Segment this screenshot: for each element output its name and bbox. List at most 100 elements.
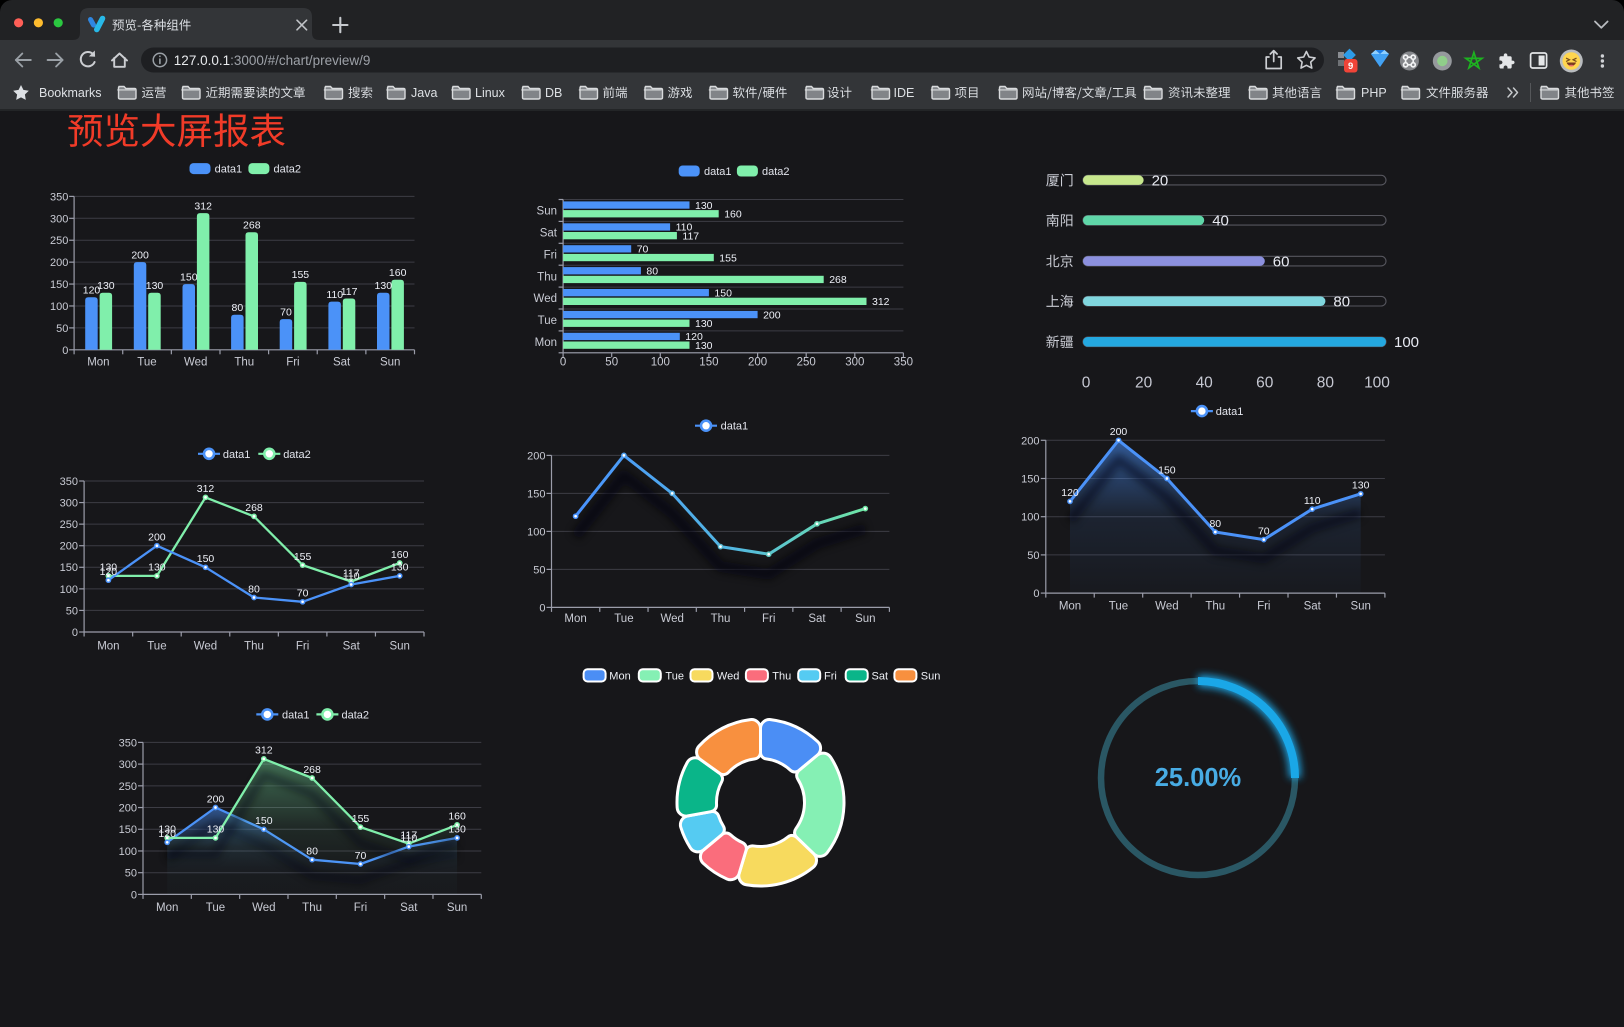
svg-text:300: 300: [60, 498, 78, 510]
svg-text:150: 150: [527, 488, 545, 500]
svg-text:Sun: Sun: [855, 613, 875, 625]
svg-text:130: 130: [1352, 480, 1370, 492]
svg-text:155: 155: [294, 551, 312, 563]
svg-text:DB: DB: [545, 86, 562, 100]
svg-text:200: 200: [148, 532, 166, 544]
svg-text:150: 150: [60, 562, 78, 574]
svg-text:0: 0: [62, 345, 68, 357]
svg-text:80: 80: [646, 266, 658, 278]
svg-text:200: 200: [748, 357, 767, 369]
svg-text:312: 312: [255, 745, 273, 757]
svg-text:312: 312: [872, 296, 890, 308]
svg-text:120: 120: [1061, 487, 1079, 499]
svg-text:70: 70: [280, 306, 292, 318]
svg-text:Fri: Fri: [824, 670, 837, 682]
svg-text:110: 110: [400, 832, 417, 844]
svg-text:Sun: Sun: [921, 670, 941, 682]
svg-text:data1: data1: [223, 449, 251, 461]
svg-text:Sat: Sat: [872, 670, 889, 682]
svg-text:312: 312: [197, 483, 215, 495]
svg-text:200: 200: [60, 541, 78, 553]
svg-text:data1: data1: [282, 709, 310, 721]
svg-text:130: 130: [207, 824, 225, 836]
svg-text:268: 268: [243, 220, 261, 232]
svg-text:100: 100: [1394, 334, 1419, 351]
svg-text:Fri: Fri: [762, 613, 775, 625]
svg-text:150: 150: [180, 271, 198, 283]
svg-text:120: 120: [685, 331, 703, 343]
svg-text:Fri: Fri: [1257, 601, 1270, 613]
svg-text:Mon: Mon: [156, 902, 178, 914]
svg-text:155: 155: [352, 813, 370, 825]
svg-text:80: 80: [1333, 294, 1350, 311]
svg-text:160: 160: [448, 811, 466, 823]
svg-text:Java: Java: [411, 86, 437, 100]
svg-text:100: 100: [1364, 375, 1390, 392]
svg-text:Wed: Wed: [660, 613, 683, 625]
svg-text:data2: data2: [342, 709, 370, 721]
svg-text:150: 150: [119, 824, 137, 836]
svg-text:Mon: Mon: [609, 670, 630, 682]
svg-text:100: 100: [60, 584, 78, 596]
svg-text:PHP: PHP: [1361, 86, 1387, 100]
svg-text:130: 130: [695, 318, 713, 330]
svg-text:Wed: Wed: [194, 641, 217, 653]
svg-text:268: 268: [245, 502, 263, 514]
svg-text:155: 155: [292, 269, 310, 281]
svg-text:Tue: Tue: [665, 670, 684, 682]
svg-text:40: 40: [1196, 375, 1214, 392]
svg-text:110: 110: [676, 222, 693, 234]
svg-text:200: 200: [763, 309, 781, 321]
svg-text:100: 100: [1021, 512, 1039, 524]
svg-text:50: 50: [66, 605, 78, 617]
svg-text:80: 80: [1317, 375, 1335, 392]
svg-text:130: 130: [100, 562, 118, 574]
svg-text:120: 120: [83, 285, 101, 297]
svg-text:200: 200: [527, 450, 545, 462]
svg-text:110: 110: [326, 289, 343, 301]
svg-text:130: 130: [695, 340, 713, 352]
svg-text:Fri: Fri: [286, 357, 299, 369]
svg-text:312: 312: [194, 200, 212, 212]
svg-text:25.00%: 25.00%: [1155, 764, 1242, 792]
svg-text:Tue: Tue: [147, 641, 166, 653]
svg-text:250: 250: [797, 357, 816, 369]
svg-text:268: 268: [829, 274, 847, 286]
svg-text:120: 120: [100, 566, 118, 578]
svg-text:0: 0: [131, 889, 137, 901]
svg-text:160: 160: [724, 209, 742, 221]
svg-text:200: 200: [119, 803, 137, 815]
svg-text:130: 130: [375, 280, 393, 292]
svg-text:Mon: Mon: [1059, 601, 1081, 613]
svg-text:20: 20: [1152, 173, 1169, 190]
svg-text:Tue: Tue: [538, 315, 557, 327]
svg-text:Sun: Sun: [447, 902, 467, 914]
svg-text:IDE: IDE: [894, 86, 915, 100]
svg-text:70: 70: [1258, 525, 1270, 537]
svg-text:50: 50: [125, 868, 137, 880]
svg-text:data2: data2: [283, 449, 311, 461]
svg-text:Fri: Fri: [544, 249, 557, 261]
svg-text:Tue: Tue: [614, 613, 633, 625]
svg-text:data1: data1: [704, 166, 732, 178]
svg-text:Sat: Sat: [1304, 601, 1322, 613]
svg-text:Bookmarks: Bookmarks: [39, 86, 102, 100]
svg-text:127.0.0.1:3000/#/chart/preview: 127.0.0.1:3000/#/chart/preview/9: [174, 53, 371, 68]
svg-text:Mon: Mon: [87, 357, 109, 369]
svg-text:130: 130: [448, 824, 466, 836]
svg-text:Wed: Wed: [717, 670, 739, 682]
svg-text:Tue: Tue: [137, 357, 156, 369]
svg-text:155: 155: [719, 252, 737, 264]
svg-text:200: 200: [50, 257, 68, 269]
svg-text:40: 40: [1212, 213, 1229, 230]
svg-text:130: 130: [97, 280, 115, 292]
svg-text:Tue: Tue: [1109, 601, 1128, 613]
svg-text:117: 117: [341, 286, 358, 298]
svg-text:117: 117: [400, 829, 417, 841]
svg-text:Fri: Fri: [354, 902, 367, 914]
svg-text:Thu: Thu: [537, 271, 557, 283]
svg-text:350: 350: [894, 357, 913, 369]
svg-text:130: 130: [695, 200, 713, 212]
svg-text:150: 150: [714, 287, 732, 299]
svg-text:Sun: Sun: [380, 357, 400, 369]
